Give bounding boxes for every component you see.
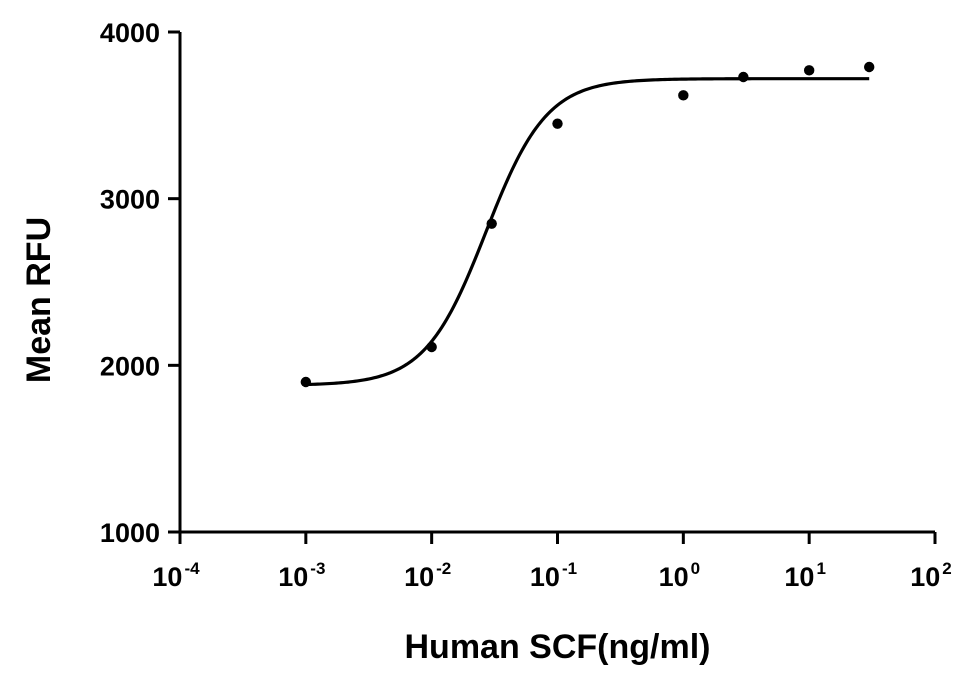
data-point	[864, 61, 875, 73]
y-axis-title: Mean RFU	[20, 217, 58, 383]
y-tick-label: 3000	[100, 185, 160, 215]
x-tick-base: 10	[278, 562, 308, 592]
x-tick-base: 10	[404, 562, 434, 592]
x-tick-base: 10	[530, 562, 560, 592]
x-tick-exponent: 2	[942, 559, 951, 578]
y-tick-label: 2000	[100, 351, 160, 381]
y-tick-label: 1000	[100, 518, 160, 548]
data-point	[300, 376, 312, 388]
x-tick-exponent: 1	[816, 559, 825, 578]
x-tick-exponent: -1	[562, 559, 577, 578]
fit-curve	[305, 77, 870, 387]
x-tick-label: 10 -3	[278, 559, 325, 592]
x-tick-label: 10 -2	[404, 559, 451, 592]
x-tick-exponent: -2	[436, 559, 451, 578]
y-tick-label: 4000	[100, 18, 160, 48]
x-tick-exponent: -4	[184, 559, 200, 578]
data-points-layer	[300, 61, 875, 388]
data-point	[486, 218, 497, 229]
x-tick-label: 10 2	[910, 559, 952, 592]
x-tick-base: 10	[659, 562, 689, 592]
x-tick-base: 10	[152, 562, 182, 592]
x-tick-label: 10 0	[659, 559, 701, 592]
data-point	[738, 71, 749, 83]
x-tick-exponent: 0	[691, 559, 700, 578]
x-tick-label: 10 1	[784, 559, 826, 592]
x-tick-exponent: -3	[310, 559, 325, 578]
data-point	[552, 118, 563, 129]
x-tick-label: 10 -4	[152, 559, 200, 592]
x-axis-title: Human SCF(ng/ml)	[405, 628, 711, 666]
x-tick-base: 10	[784, 562, 814, 592]
data-point	[803, 65, 815, 76]
data-point	[426, 341, 437, 353]
fit-curve-layer	[305, 77, 870, 387]
x-tick-base: 10	[910, 562, 940, 592]
data-point	[678, 90, 689, 101]
x-tick-label: 10 -1	[530, 559, 577, 592]
